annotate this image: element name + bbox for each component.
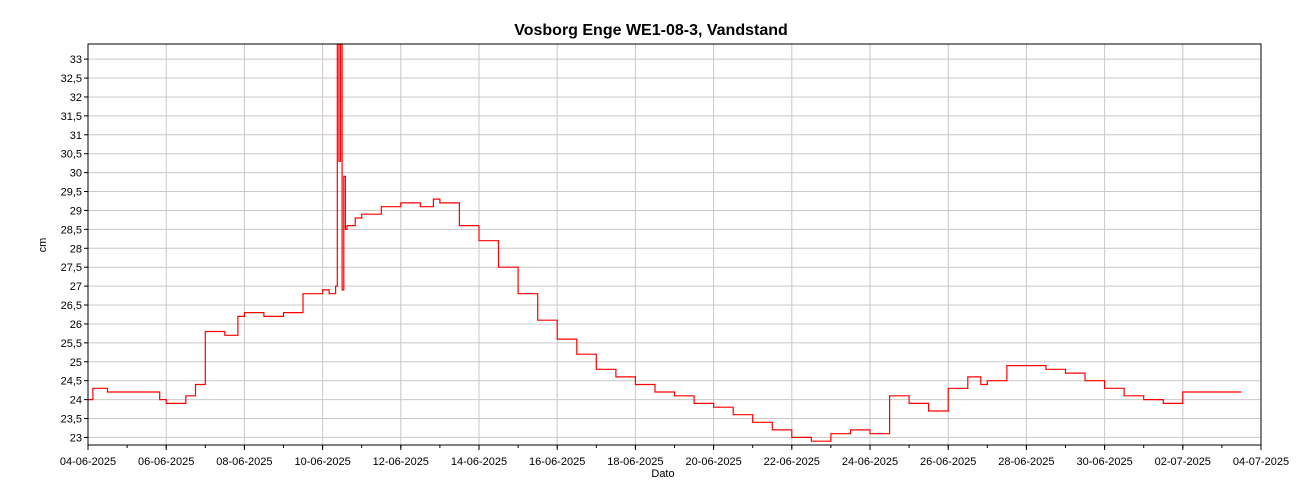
y-tick-label: 25,5 [61,338,82,350]
chart-title: Vosborg Enge WE1-08-3, Vandstand [514,22,788,39]
x-tick-label: 18-06-2025 [607,456,663,468]
y-tick-label: 26 [70,319,82,331]
y-tick-label: 31,5 [61,111,82,123]
x-tick-label: 10-06-2025 [294,456,350,468]
y-tick-label: 32,5 [61,73,82,85]
plot-frame [87,43,1262,446]
y-tick-label: 33 [70,54,82,66]
y-tick-label: 23,5 [61,414,82,426]
y-tick-label: 26,5 [61,300,82,312]
x-tick-label: 22-06-2025 [764,456,820,468]
y-tick-label: 28,5 [61,224,82,236]
y-tick-label: 27 [70,281,82,293]
grid [87,44,1262,445]
y-tick-label: 32 [70,92,82,104]
y-tick-label: 24 [70,395,82,407]
x-tick-label: 12-06-2025 [373,456,429,468]
y-tick-label: 28 [70,243,82,255]
y-tick-label: 30 [70,168,82,180]
y-tick-label: 29,5 [61,187,82,199]
series-line [88,43,1242,442]
y-tick-label: 24,5 [61,376,82,388]
x-tick-label: 02-07-2025 [1155,456,1211,468]
y-tick-label: 27,5 [61,262,82,274]
y-axis-label: cm [37,238,49,253]
x-axis-label: Dato [651,468,674,480]
y-tick-label: 23 [70,432,82,444]
y-tick-label: 30,5 [61,149,82,161]
y-tick-label: 29 [70,205,82,217]
x-tick-label: 06-06-2025 [138,456,194,468]
x-tick-label: 04-07-2025 [1233,456,1289,468]
x-tick-label: 20-06-2025 [685,456,741,468]
x-tick-label: 30-06-2025 [1076,456,1132,468]
x-tick-label: 24-06-2025 [842,456,898,468]
x-tick-label: 28-06-2025 [998,456,1054,468]
x-tick-label: 26-06-2025 [920,456,976,468]
y-tick-label: 25 [70,357,82,369]
x-tick-label: 14-06-2025 [451,456,507,468]
x-tick-label: 16-06-2025 [529,456,585,468]
y-tick-label: 31 [70,130,82,142]
x-tick-label: 08-06-2025 [216,456,272,468]
x-tick-label: 04-06-2025 [60,456,116,468]
